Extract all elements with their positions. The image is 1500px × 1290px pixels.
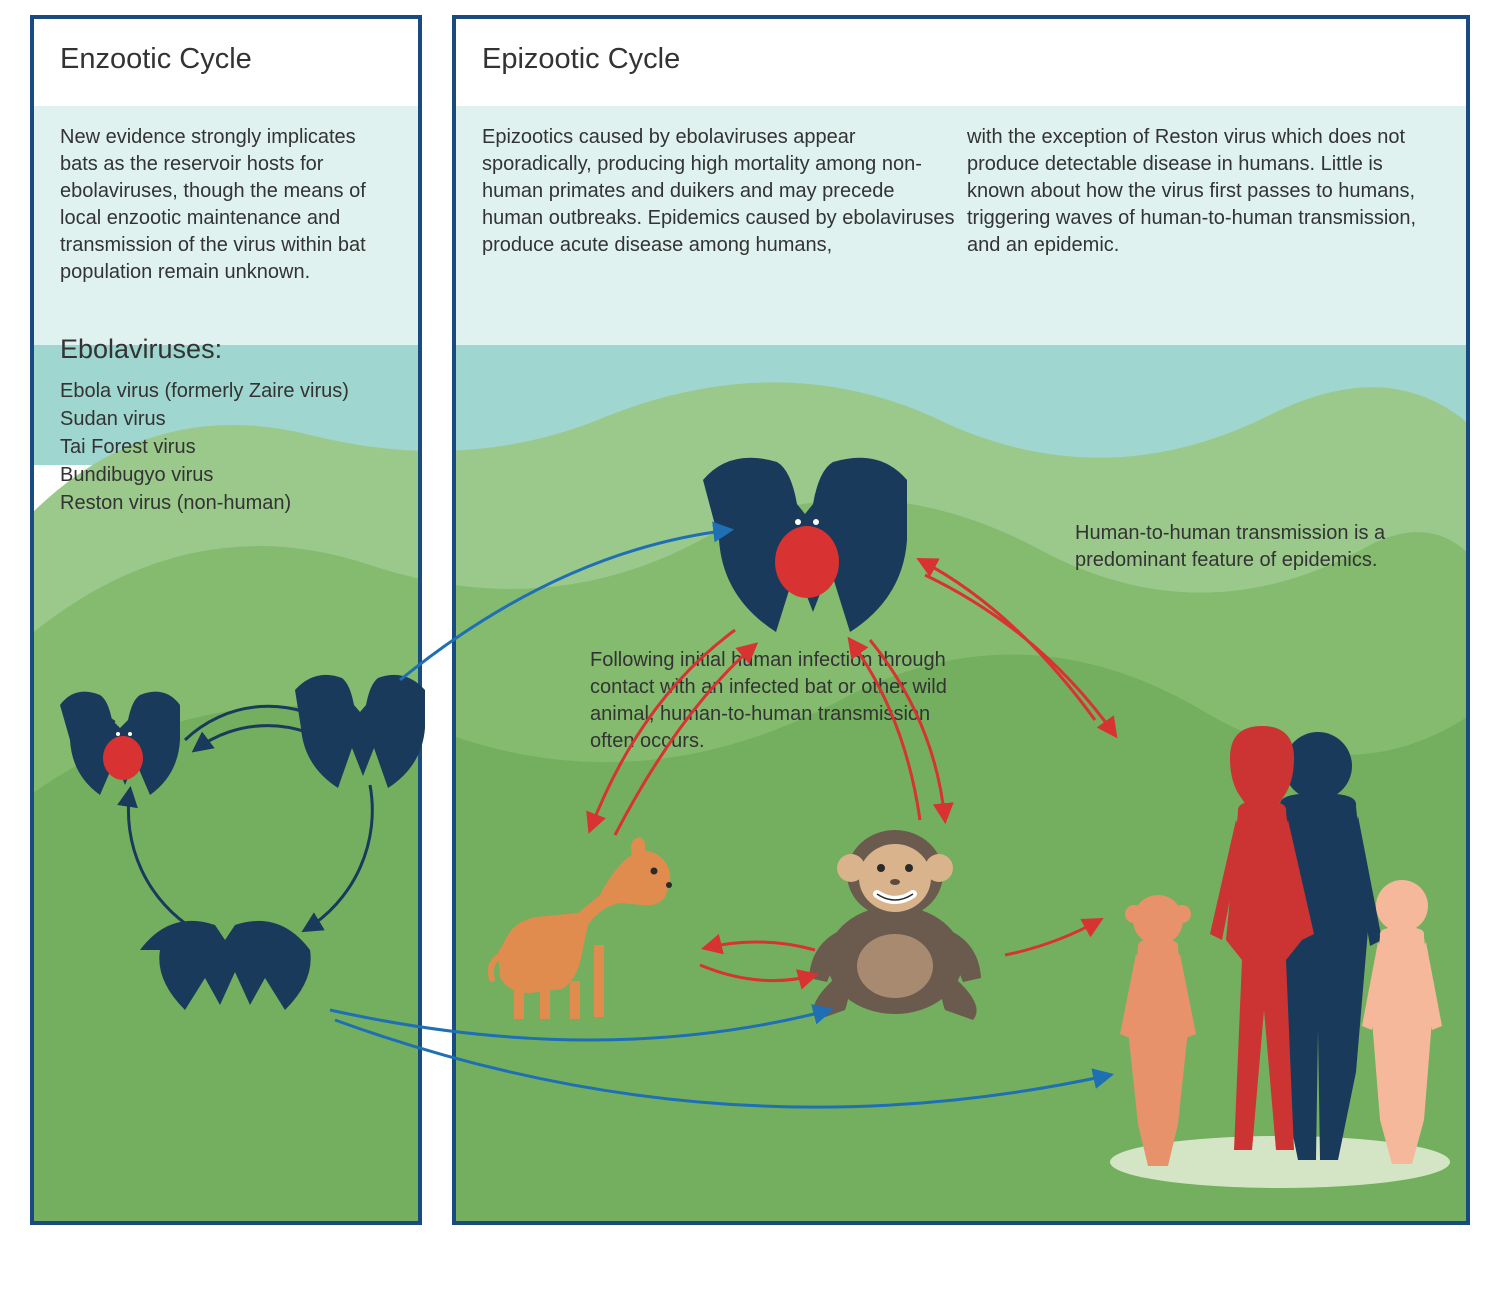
infographic-container: Enzootic Cycle New evidence strongly imp… [0,0,1500,1290]
arrows-layer [0,0,1500,1290]
